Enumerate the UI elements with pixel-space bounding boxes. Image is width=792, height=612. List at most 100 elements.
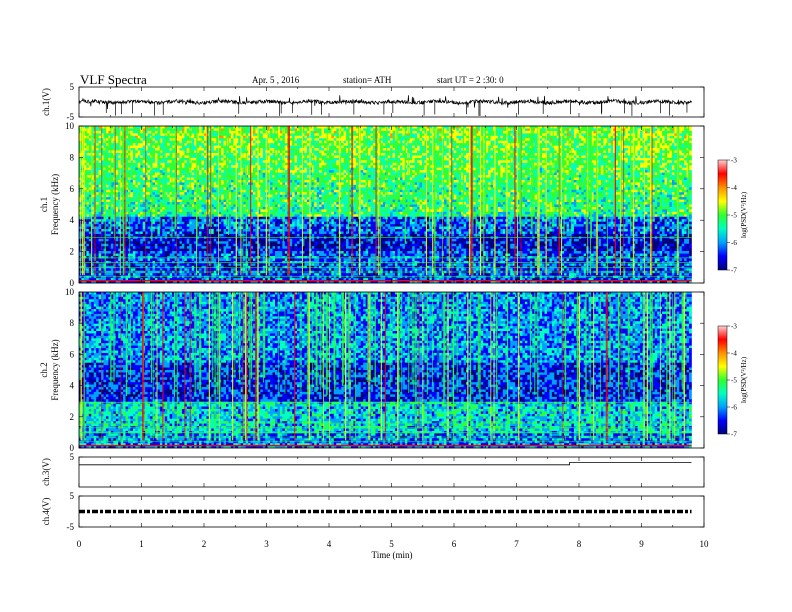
spec1-cell	[444, 162, 447, 166]
spec1-cell	[458, 162, 462, 166]
spec1-cell	[500, 162, 504, 166]
spec1-cell	[370, 140, 374, 144]
spec1-cell	[279, 128, 283, 132]
spec1-cell	[279, 140, 283, 144]
spec1-cell	[671, 152, 675, 156]
spec1-cell	[488, 157, 491, 161]
spec1-cell	[426, 167, 430, 171]
spec1-cell	[86, 155, 90, 159]
spec1-cell	[110, 143, 114, 146]
spec1-cell	[507, 152, 511, 156]
spec1-cell	[539, 138, 543, 142]
spec1-cell	[167, 138, 170, 142]
spec1-cell	[448, 140, 452, 144]
spec1-cell	[152, 145, 156, 149]
spec1-cell	[169, 128, 173, 132]
spec1-cell	[319, 148, 322, 151]
spec1-cell	[647, 167, 651, 171]
spec1-cell	[235, 126, 239, 129]
spec1-cell	[211, 133, 215, 137]
spec1-cell	[681, 150, 685, 154]
spec1-cell	[142, 160, 146, 164]
spec1-cell	[292, 133, 295, 137]
spec1-cell	[169, 167, 173, 171]
spec1-cell	[88, 162, 92, 166]
spec1-cell	[600, 126, 604, 129]
spec1-cell	[546, 148, 550, 151]
spec1-cell	[270, 150, 273, 154]
spec1-cell	[380, 135, 384, 139]
spec1-cell	[272, 145, 276, 149]
spec1-cell	[328, 130, 332, 134]
spec1-cell	[689, 143, 692, 146]
spec1-cell	[495, 170, 499, 173]
spec1-cell	[404, 167, 408, 171]
spec1-cell	[515, 162, 518, 166]
spec1-cell	[495, 162, 499, 166]
spec1-cell	[549, 130, 553, 134]
spec1-cell	[571, 162, 575, 166]
spec1-cell	[279, 170, 283, 173]
spec1-cell	[294, 170, 298, 173]
spec1-cell	[272, 152, 276, 156]
spec1-cell	[422, 128, 425, 132]
spec1-cell	[373, 145, 376, 149]
spec1-cell	[98, 145, 102, 149]
spec1-cell	[446, 126, 450, 129]
spec1-cell	[446, 128, 450, 132]
spec1-cell	[667, 155, 670, 159]
spec1-cell	[145, 157, 148, 161]
spec1-cell	[429, 165, 433, 168]
spec1-cell	[316, 152, 320, 156]
spec1-cell	[353, 133, 357, 137]
spec1-cell	[647, 135, 651, 139]
spec1-cell	[576, 170, 580, 173]
spec1-cell	[179, 138, 183, 142]
spec1-cell	[135, 148, 139, 151]
spec1-cell	[622, 165, 626, 168]
spec1-cell	[235, 167, 239, 171]
spec1-cell	[667, 170, 670, 173]
spec1-cell	[593, 165, 597, 168]
spec1-cell	[500, 138, 504, 142]
spec1-cell	[110, 167, 114, 171]
spec1-cell	[583, 130, 587, 134]
spec1-cell	[243, 130, 246, 134]
spec1-cell	[475, 143, 479, 146]
spec1-cell	[223, 148, 227, 151]
spec1-cell	[306, 133, 310, 137]
spec1-cell	[248, 165, 251, 168]
spec1-cell	[257, 135, 261, 139]
spec1-cell	[186, 160, 190, 164]
spec1-cell	[218, 128, 222, 132]
spec1-cell	[279, 162, 283, 166]
spec1-cell	[184, 138, 188, 142]
spec1-cell	[392, 145, 396, 149]
spec1-cell	[451, 148, 455, 151]
spec1-cell	[554, 140, 558, 144]
spec1-cell	[353, 140, 357, 144]
spec1-cell	[230, 162, 234, 166]
spec1-cell	[689, 130, 692, 134]
spec1-cell	[368, 167, 371, 171]
spec1-cell	[319, 170, 322, 173]
spec1-cell	[681, 126, 685, 129]
spec1-cell	[635, 140, 638, 144]
spec1-cell	[446, 155, 450, 159]
spec1-cell	[603, 150, 607, 154]
spec1-cell	[326, 167, 330, 171]
spec1-cell	[341, 148, 344, 151]
spec1-cell	[583, 148, 587, 151]
spec1-cell	[255, 128, 259, 132]
spec1-cell	[635, 170, 638, 173]
spec1-cell	[245, 140, 249, 144]
spec1-cell	[132, 128, 136, 132]
spec1-cell	[297, 135, 300, 139]
spec1-cell	[382, 143, 386, 146]
spec1-cell	[399, 165, 403, 168]
spec1-cell	[211, 140, 215, 144]
spec1-cell	[681, 170, 685, 173]
spec1-cell	[250, 167, 254, 171]
spec1-cell	[448, 148, 452, 151]
spec1-cell	[534, 162, 538, 166]
